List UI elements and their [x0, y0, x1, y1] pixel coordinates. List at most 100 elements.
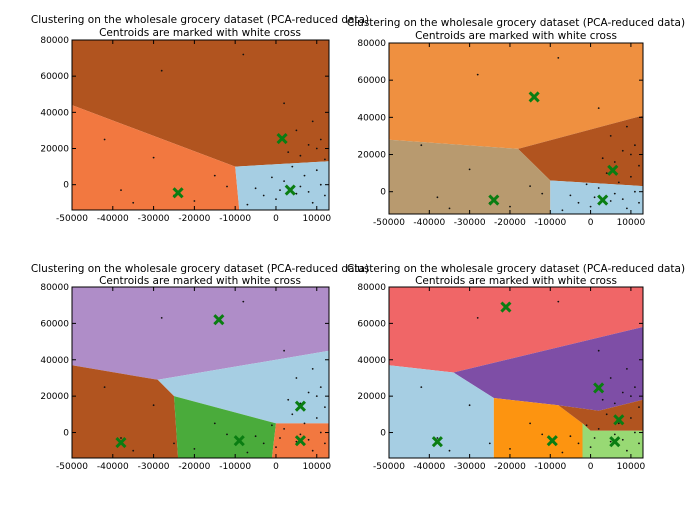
data-point: [589, 205, 592, 208]
data-point: [634, 386, 636, 388]
data-point: [291, 413, 294, 416]
data-point: [160, 69, 163, 72]
y-tick-label: 0: [380, 429, 386, 439]
data-point: [630, 175, 632, 178]
x-tick-label: -50000: [373, 218, 405, 228]
x-tick-label: -50000: [56, 462, 88, 472]
data-point: [617, 181, 620, 184]
centroid-marker: [593, 382, 605, 394]
y-tick-label: 0: [63, 429, 69, 439]
data-point: [319, 183, 322, 186]
region-3: [389, 365, 494, 458]
data-point: [541, 192, 544, 195]
data-point: [448, 449, 451, 452]
data-point: [557, 300, 560, 303]
data-point: [509, 448, 511, 450]
data-point: [597, 349, 600, 352]
y-tick-label: 60000: [357, 319, 386, 329]
region-1: [389, 43, 643, 149]
data-point: [295, 440, 298, 443]
data-point: [597, 428, 600, 430]
data-point: [593, 196, 596, 199]
data-point: [275, 446, 277, 448]
centroid-marker: [607, 164, 619, 176]
axes-frame: [71, 39, 330, 211]
data-point: [613, 402, 616, 405]
data-point: [634, 190, 636, 193]
data-point: [597, 187, 600, 189]
data-point: [311, 201, 314, 204]
centroid-marker: [276, 133, 288, 145]
centroid-marker: [546, 435, 558, 447]
data-point: [246, 203, 249, 206]
y-tick-label: 0: [380, 188, 386, 198]
data-point: [242, 300, 245, 303]
data-point: [311, 120, 314, 123]
data-point: [541, 433, 544, 436]
data-point: [271, 424, 273, 427]
data-point: [561, 451, 564, 454]
data-point: [601, 157, 604, 160]
data-point: [287, 151, 290, 154]
y-tick-label: 40000: [357, 356, 386, 366]
region-2: [72, 105, 240, 210]
data-point: [295, 129, 298, 132]
data-point: [246, 451, 249, 454]
data-point: [152, 404, 155, 407]
y-tick-label: 60000: [40, 72, 69, 82]
data-point: [315, 169, 318, 172]
data-point: [613, 192, 616, 195]
centroid-marker: [528, 91, 540, 103]
subplot-3-title: Clustering on the wholesale grocery data…: [31, 263, 369, 275]
data-point: [448, 207, 451, 210]
data-point: [529, 422, 531, 425]
data-point: [509, 205, 511, 208]
data-point: [242, 53, 245, 56]
data-point: [589, 446, 592, 448]
y-tick-label: 80000: [40, 283, 69, 293]
subplot-2: Clustering on the wholesale grocery data…: [347, 17, 685, 228]
x-tick-label: -20000: [494, 462, 526, 472]
data-point: [311, 368, 314, 370]
centroid-marker: [609, 436, 621, 448]
data-point: [638, 201, 640, 204]
data-point: [271, 176, 273, 179]
centroid-marker: [431, 436, 443, 448]
data-point: [120, 437, 122, 439]
data-point: [557, 57, 560, 59]
data-point: [307, 438, 310, 441]
data-point: [601, 398, 604, 401]
region-1: [72, 287, 329, 380]
data-point: [621, 438, 624, 441]
data-point: [593, 437, 596, 439]
data-point: [609, 200, 612, 202]
data-point: [299, 433, 302, 436]
centroid-marker: [613, 414, 625, 426]
data-point: [226, 185, 228, 188]
data-point: [160, 317, 163, 319]
centroid-marker: [294, 400, 307, 412]
data-point: [585, 183, 588, 186]
y-tick-label: 60000: [357, 76, 386, 86]
subplot-4-plot-area: -50000 -40000 -30000 -20000 -10000 0 10000 0 200…: [357, 283, 645, 472]
data-point: [315, 417, 318, 419]
y-tick-label: 80000: [357, 283, 386, 293]
data-point: [529, 185, 531, 188]
axes-frame: [71, 286, 330, 459]
x-tick-label: 10000: [617, 218, 646, 228]
data-point: [295, 377, 298, 379]
data-point: [436, 437, 439, 439]
data-point: [621, 198, 624, 201]
data-point: [630, 395, 632, 397]
data-point: [173, 442, 175, 445]
data-point: [626, 368, 628, 370]
data-point: [569, 194, 572, 197]
data-point: [488, 442, 491, 445]
data-point: [311, 449, 314, 452]
x-tick-label: -10000: [219, 462, 251, 472]
subplot-4-subtitle: Centroids are marked with white cross: [415, 275, 617, 287]
data-point: [299, 185, 302, 188]
data-point: [193, 200, 196, 202]
data-point: [609, 440, 612, 443]
data-point: [638, 442, 640, 445]
